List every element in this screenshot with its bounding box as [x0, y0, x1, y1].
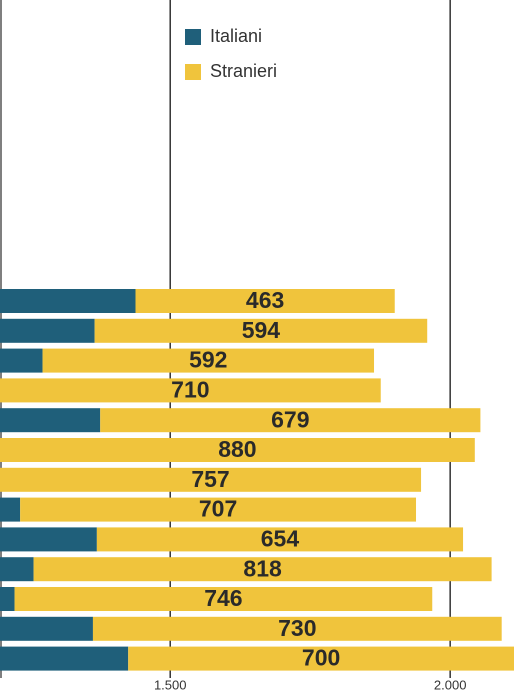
data-label: 463 — [246, 287, 284, 313]
legend-label: Italiani — [210, 26, 262, 46]
bar-segment — [0, 587, 15, 611]
bar-segment — [0, 616, 93, 641]
data-label: 730 — [278, 615, 316, 641]
bars — [0, 289, 514, 671]
bar-segment — [42, 348, 375, 373]
x-tick-label: 2.000 — [434, 677, 467, 692]
data-label: 757 — [191, 466, 229, 492]
bar-segment — [0, 646, 129, 671]
bar-segment — [0, 378, 381, 403]
legend-swatch — [185, 64, 201, 80]
bar-segment — [0, 289, 136, 313]
data-label: 679 — [271, 406, 309, 432]
bar-segment — [0, 527, 97, 552]
data-label: 880 — [218, 436, 256, 462]
bar-segment — [100, 408, 481, 433]
bar-segment — [20, 497, 417, 522]
bar-segment — [0, 557, 34, 582]
data-label: 592 — [189, 347, 227, 373]
labels: 1.500 2.000 463 594 592 710 679 880 757 707 654 818… — [154, 287, 467, 692]
bar-segment — [0, 497, 21, 522]
bar-segment — [0, 348, 43, 373]
data-label: 707 — [199, 496, 237, 522]
data-label: 700 — [302, 645, 340, 671]
data-label: 746 — [204, 585, 242, 611]
x-tick-label: 1.500 — [154, 677, 187, 692]
data-label: 654 — [261, 525, 300, 551]
bar-segment — [96, 527, 464, 552]
data-label: 818 — [243, 555, 282, 581]
bar-segment — [0, 318, 95, 343]
legend-swatch — [185, 29, 201, 45]
bar-segment — [0, 467, 422, 492]
legend-label: Stranieri — [210, 61, 277, 81]
bar-segment — [33, 557, 492, 582]
bar-segment — [92, 616, 502, 641]
bar-segment — [94, 318, 428, 343]
bar-segment — [0, 438, 475, 462]
bar-segment — [14, 587, 433, 611]
data-label: 710 — [171, 376, 209, 402]
data-label: 594 — [242, 317, 281, 343]
bar-segment — [128, 646, 514, 671]
bar-segment — [0, 408, 101, 433]
legend: Italiani Stranieri — [185, 26, 277, 81]
bar-segment — [135, 289, 395, 313]
